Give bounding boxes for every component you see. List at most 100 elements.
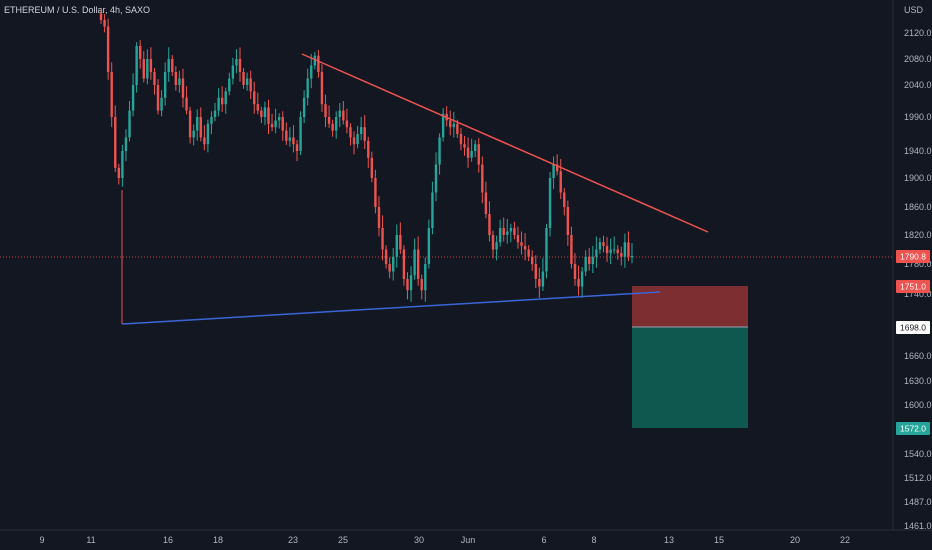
candle-body [349, 127, 352, 138]
last-price-badge-label: 1790.8 [900, 252, 926, 262]
candle-body [627, 242, 630, 257]
time-tick-label: 16 [163, 535, 173, 545]
candle-body [121, 151, 124, 178]
candle-body [591, 256, 594, 264]
candle-body [185, 97, 188, 111]
stop-badge [896, 280, 930, 293]
candle-body [320, 72, 324, 105]
candle-body [99, 13, 103, 20]
time-tick-label: Jun [461, 535, 476, 545]
candle-body [595, 249, 598, 257]
candle-body [463, 144, 466, 148]
candle-body [609, 249, 612, 254]
candle-body [392, 256, 395, 272]
candle-body [228, 78, 231, 92]
time-tick-label: 6 [541, 535, 546, 545]
candle-body [256, 104, 260, 111]
candle-body [128, 110, 131, 138]
candle-body [299, 117, 302, 151]
candle-body [630, 256, 634, 258]
candles [99, 9, 634, 302]
candle-body [477, 144, 480, 165]
candle-body [399, 235, 402, 250]
target-badge-label: 1572.0 [900, 424, 926, 434]
candle-body [598, 242, 602, 250]
candle-body [253, 91, 256, 105]
time-axis[interactable]: 9 11 16 18 23 25 30 Jun 6 8 13 15 20 22 [39, 535, 850, 545]
candle-body [317, 55, 320, 72]
candle-body [288, 137, 292, 141]
candle-body [249, 78, 252, 92]
candle-body [377, 207, 381, 228]
candle-body [559, 171, 562, 193]
candle-body [285, 130, 288, 141]
candle-body [231, 65, 235, 79]
price-axis[interactable]: 2120.0 2080.0 2040.0 1990.0 1940.0 1900.0 1860… [904, 28, 932, 531]
time-tick-label: 30 [414, 535, 424, 545]
price-tick-label: 1461.0 [904, 521, 932, 531]
candle-body [580, 271, 584, 287]
candle-body [616, 249, 619, 254]
candle-body [374, 178, 377, 207]
candle-body [484, 192, 488, 214]
candle-body [541, 271, 545, 287]
candle-body [513, 228, 516, 235]
candle-body [327, 117, 331, 124]
candle-body [292, 137, 295, 145]
resistance-trendline[interactable] [301, 53, 709, 233]
price-tick-label: 1940.0 [904, 146, 932, 156]
time-tick-label: 18 [213, 535, 223, 545]
candle-body [124, 137, 128, 151]
candle-body [199, 117, 202, 138]
candle-body [160, 97, 163, 111]
time-tick-label: 25 [338, 535, 348, 545]
candle-body [509, 228, 513, 232]
candle-body [106, 26, 110, 72]
time-tick-label: 9 [39, 535, 44, 545]
candle-body [274, 120, 277, 128]
candle-body [370, 157, 374, 178]
support-trendline[interactable] [121, 291, 661, 325]
candle-body [213, 110, 217, 117]
candle-body [438, 137, 441, 165]
candle-body [538, 279, 541, 287]
candle-body [498, 228, 502, 243]
price-tick-label: 1660.0 [904, 351, 932, 361]
candle-body [345, 120, 349, 128]
candle-body [295, 144, 299, 151]
candle-body [302, 97, 306, 117]
candle-body [242, 72, 245, 85]
candle-body [263, 107, 267, 117]
candle-body [238, 59, 242, 72]
candle-body [427, 228, 431, 264]
candle-body [210, 117, 213, 124]
candle-body [406, 279, 409, 291]
candle-body [235, 59, 238, 66]
take-profit-zone[interactable] [632, 327, 748, 428]
candle-body [192, 130, 195, 138]
candle-body [545, 228, 548, 272]
candle-body [516, 235, 520, 243]
price-tick-label: 1540.0 [904, 449, 932, 459]
price-tick-label: 1740.0 [904, 289, 932, 299]
price-labels: 1790.8 1751.0 1698.0 1572.0 [896, 250, 930, 435]
candle-body [555, 164, 559, 172]
candle-body [527, 249, 530, 257]
price-tick-label: 1820.0 [904, 230, 932, 240]
entry-badge-label: 1698.0 [900, 323, 926, 333]
stop-badge-label: 1751.0 [900, 282, 926, 292]
candle-body [149, 59, 153, 72]
candle-body [456, 123, 459, 134]
candle-body [139, 46, 142, 59]
candle-body [217, 97, 220, 111]
price-tick-label: 1512.0 [904, 473, 932, 483]
candle-body [381, 228, 384, 250]
candle-body [331, 123, 334, 131]
candle-body [338, 110, 341, 117]
candle-body [167, 59, 170, 72]
last-price-badge [896, 250, 930, 263]
price-tick-label: 1860.0 [904, 202, 932, 212]
candle-body [313, 55, 317, 66]
price-tick-label: 1780.0 [904, 259, 932, 269]
